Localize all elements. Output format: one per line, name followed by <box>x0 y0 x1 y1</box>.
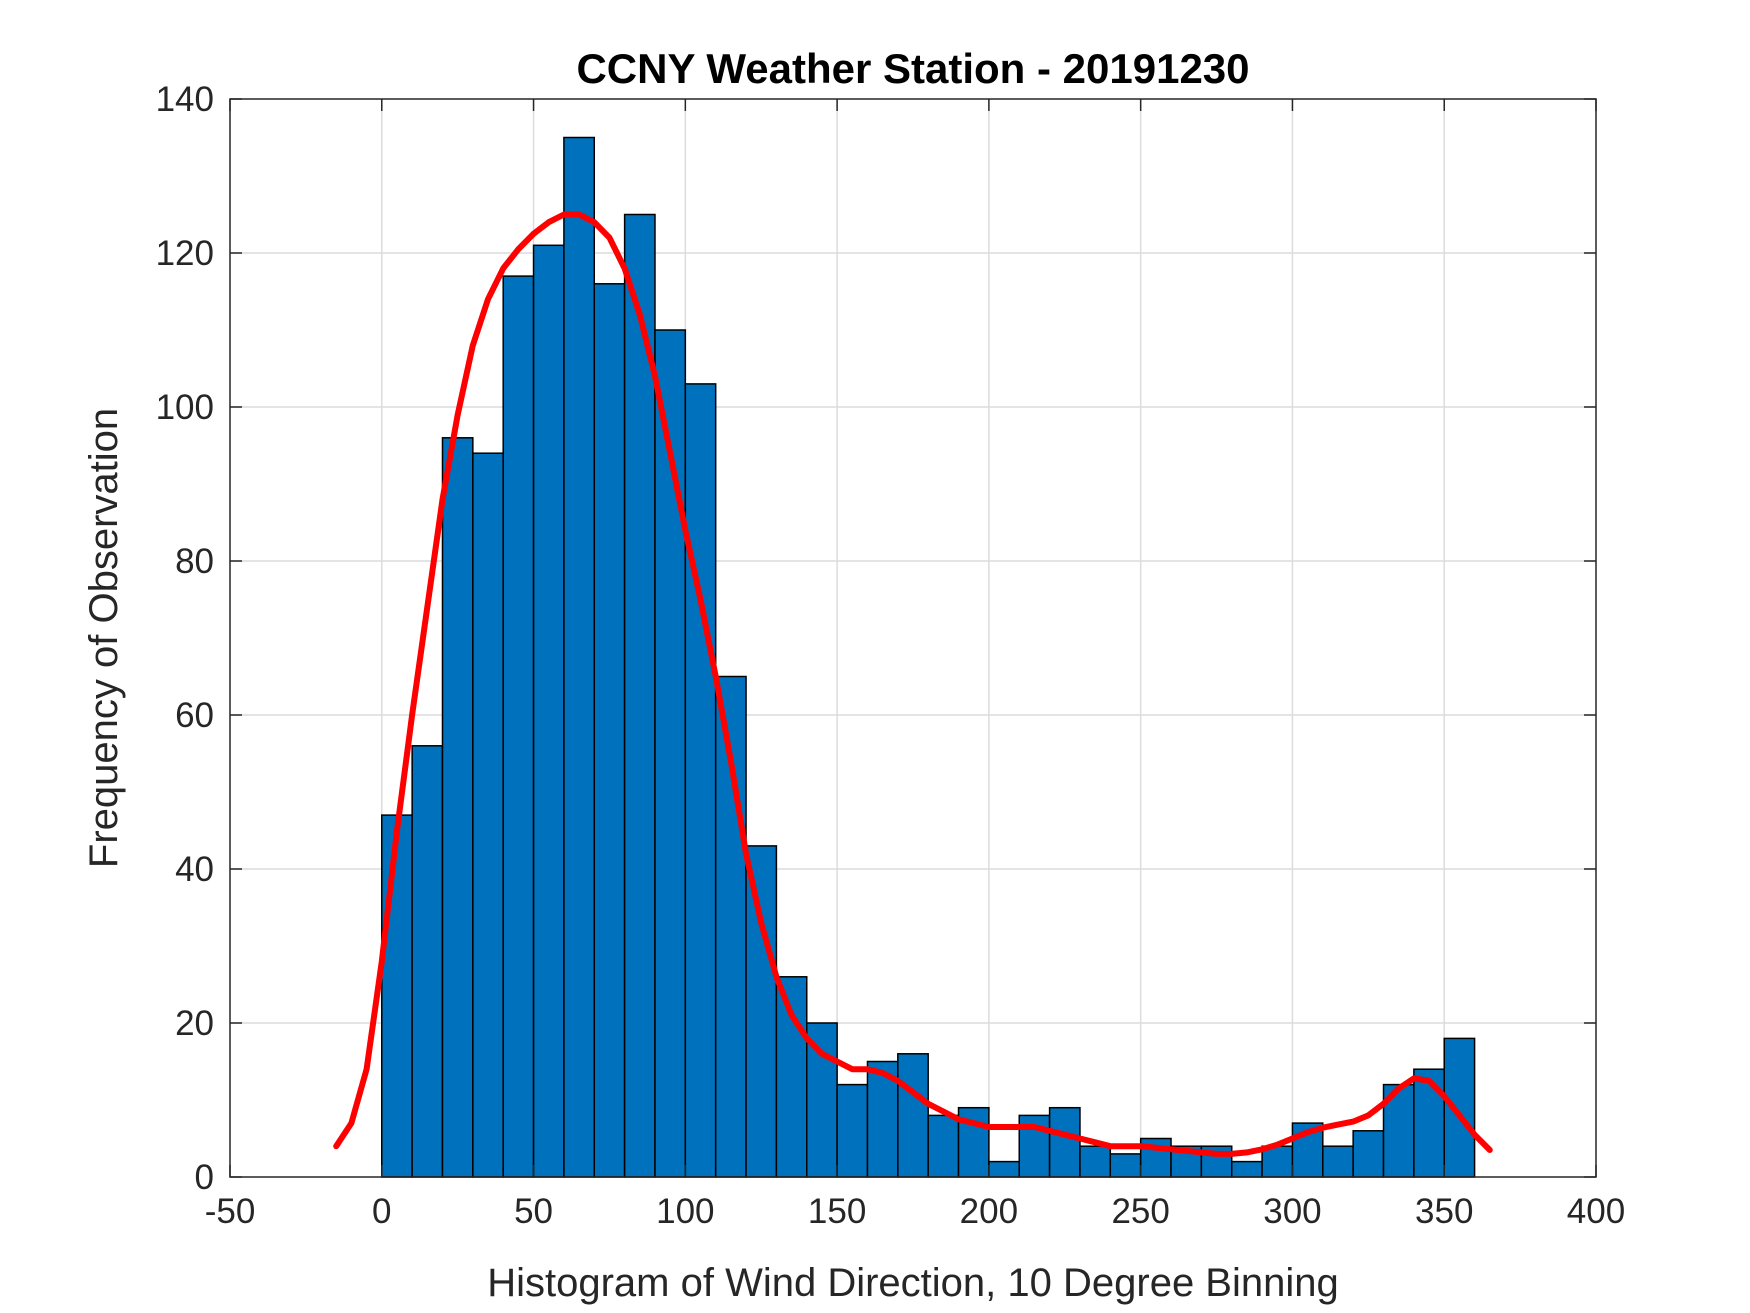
y-tick-label: 60 <box>175 696 214 735</box>
histogram-bar <box>745 845 778 1178</box>
histogram-bar <box>1109 1153 1142 1178</box>
histogram-bar <box>472 452 504 1178</box>
histogram-bar <box>684 383 717 1178</box>
y-tick-label: 80 <box>175 542 214 581</box>
x-tick-label: 350 <box>1415 1192 1473 1231</box>
histogram-bar <box>1443 1037 1476 1178</box>
histogram-bar <box>927 1114 960 1178</box>
histogram-bar <box>1322 1145 1354 1178</box>
fit-curve-group <box>333 211 1493 1157</box>
y-tick-label: 20 <box>175 1004 214 1043</box>
histogram-bar <box>1048 1106 1081 1178</box>
x-tick-label: 250 <box>1111 1192 1169 1231</box>
histogram-bar <box>1413 1068 1445 1178</box>
histogram-bar <box>1352 1130 1385 1178</box>
histogram-bar <box>1079 1145 1112 1178</box>
histogram-bar <box>532 244 565 1178</box>
x-tick-label: 200 <box>960 1192 1018 1231</box>
y-tick-label: 140 <box>156 80 214 119</box>
x-tick-label: 0 <box>372 1192 391 1231</box>
axes-box <box>229 98 1597 1178</box>
fit-curve-line <box>333 211 1493 1157</box>
x-tick-label: 300 <box>1263 1192 1321 1231</box>
y-axis-title: Frequency of Observation <box>82 408 126 868</box>
histogram-bar <box>654 329 687 1178</box>
chart-title: CCNY Weather Station - 20191230 <box>576 45 1249 92</box>
histogram-bar <box>775 976 808 1178</box>
histogram-bar <box>593 283 626 1178</box>
histogram-bar <box>1230 1160 1263 1178</box>
histogram-bar <box>381 814 413 1178</box>
histogram-bar <box>836 1083 869 1178</box>
histogram-bars <box>381 136 1476 1178</box>
histogram-bar <box>502 275 535 1178</box>
histogram-bar <box>441 437 474 1178</box>
x-axis-title: Histogram of Wind Direction, 10 Degree B… <box>487 1261 1339 1305</box>
histogram-bar <box>563 136 596 1178</box>
histogram-bar <box>897 1053 929 1178</box>
axes-group <box>229 98 1597 1178</box>
x-tick-label: 150 <box>808 1192 866 1231</box>
x-tick-label: -50 <box>205 1192 256 1231</box>
histogram-bar <box>411 745 444 1178</box>
x-tick-label: 400 <box>1567 1192 1625 1231</box>
y-tick-label: 100 <box>156 388 214 427</box>
y-tick-label: 120 <box>156 234 214 273</box>
histogram-bar <box>988 1160 1020 1178</box>
tick-labels: -50 0 50 100 150 200 250 300 350 4000204060801001… <box>156 80 1626 1231</box>
y-tick-label: 0 <box>195 1158 214 1197</box>
y-tick-label: 40 <box>175 850 214 889</box>
x-tick-label: 50 <box>514 1192 553 1231</box>
x-tick-label: 100 <box>656 1192 714 1231</box>
